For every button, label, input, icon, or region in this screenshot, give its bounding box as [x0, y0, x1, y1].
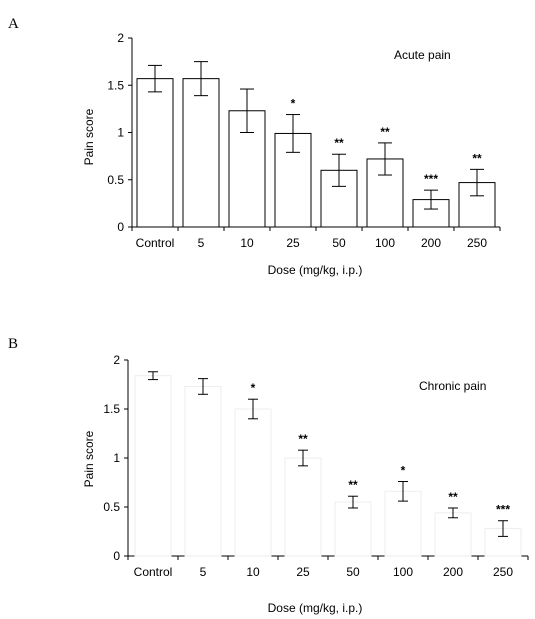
panel-b-significance-label: ** — [448, 490, 458, 504]
panel-b-bar — [234, 408, 272, 557]
panel-a-y-tick-label: 0 — [117, 220, 124, 234]
panel-a-x-tick-label: 100 — [375, 236, 395, 250]
panel-b-x-tick-label: 200 — [443, 565, 463, 579]
panel-b-x-tick-label: Control — [134, 565, 173, 579]
panel-b-x-tick-label: 50 — [346, 565, 360, 579]
panel-a-x-tick-label: 25 — [286, 236, 300, 250]
panel-b-x-tick-label: 250 — [493, 565, 513, 579]
panel-a-bar — [458, 182, 496, 228]
panel-b-x-tick-label: 100 — [393, 565, 413, 579]
panel-b-ylabel-group: Pain score — [82, 430, 96, 487]
panel-a-y-tick-label: 2 — [117, 31, 124, 45]
panel-b-significance-label: ** — [298, 432, 308, 446]
panel-a-y-tick-label: 1.5 — [107, 78, 124, 92]
panel-b-y-tick-label: 0.5 — [103, 500, 120, 514]
panel-a-y-tick-label: 1 — [117, 126, 124, 140]
panel-a-x-tick-label: 250 — [467, 236, 487, 250]
panel-b-x-tick-label: 25 — [296, 565, 310, 579]
panel-a-bar — [136, 78, 174, 228]
panel-a-y-tick-label: 0.5 — [107, 173, 124, 187]
panel-b-bar — [284, 457, 322, 557]
panel-a-label: A — [8, 16, 19, 32]
panel-b-xlabel: Dose (mg/kg, i.p.) — [268, 601, 363, 615]
panel-a-significance-label: ** — [472, 151, 482, 165]
panel-a-significance-label: * — [291, 97, 296, 111]
panel-b-significance-label: * — [401, 464, 406, 478]
panel-b-bar — [184, 385, 222, 557]
panel-b: B Pain score Dose (mg/kg, i.p.) Chronic … — [8, 336, 529, 615]
panel-b-ylabel: Pain score — [82, 430, 96, 487]
panel-b-y-tick-label: 2 — [113, 353, 120, 367]
panel-b-inset-label: Chronic pain — [419, 379, 486, 393]
panel-a-significance-label: ** — [380, 125, 390, 139]
panel-a-x-tick-label: 200 — [421, 236, 441, 250]
panel-b-x-tick-label: 5 — [200, 565, 207, 579]
panel-a-ylabel: Pain score — [82, 108, 96, 165]
panel-a-significance-label: ** — [334, 136, 344, 150]
panel-b-y-tick-label: 0 — [113, 549, 120, 563]
panel-b-x-tick-label: 10 — [246, 565, 260, 579]
panel-a-significance-label: *** — [424, 172, 438, 186]
panel-a-ylabel-group: Pain score — [82, 108, 96, 165]
panel-a-x-tick-label: 10 — [240, 236, 254, 250]
panel-b-bar — [434, 512, 472, 557]
panel-a-inset-label: Acute pain — [394, 48, 451, 62]
panel-b-significance-label: *** — [496, 503, 510, 517]
panel-a-bar — [182, 78, 220, 228]
panel-b-bar — [334, 501, 372, 557]
panel-a-xlabel: Dose (mg/kg, i.p.) — [268, 263, 363, 277]
panel-a: A Pain score Dose (mg/kg, i.p.) Acute pa… — [8, 16, 501, 277]
panel-b-bar — [384, 490, 422, 557]
panel-b-y-tick-label: 1 — [113, 451, 120, 465]
panel-a-x-tick-label: 5 — [198, 236, 205, 250]
panel-b-bar — [134, 375, 172, 557]
panel-a-x-tick-label: 50 — [332, 236, 346, 250]
panel-b-significance-label: ** — [348, 478, 358, 492]
panel-b-significance-label: * — [251, 381, 256, 395]
panel-a-x-tick-label: Control — [136, 236, 175, 250]
panel-b-label: B — [8, 336, 18, 352]
panel-b-y-tick-label: 1.5 — [103, 402, 120, 416]
